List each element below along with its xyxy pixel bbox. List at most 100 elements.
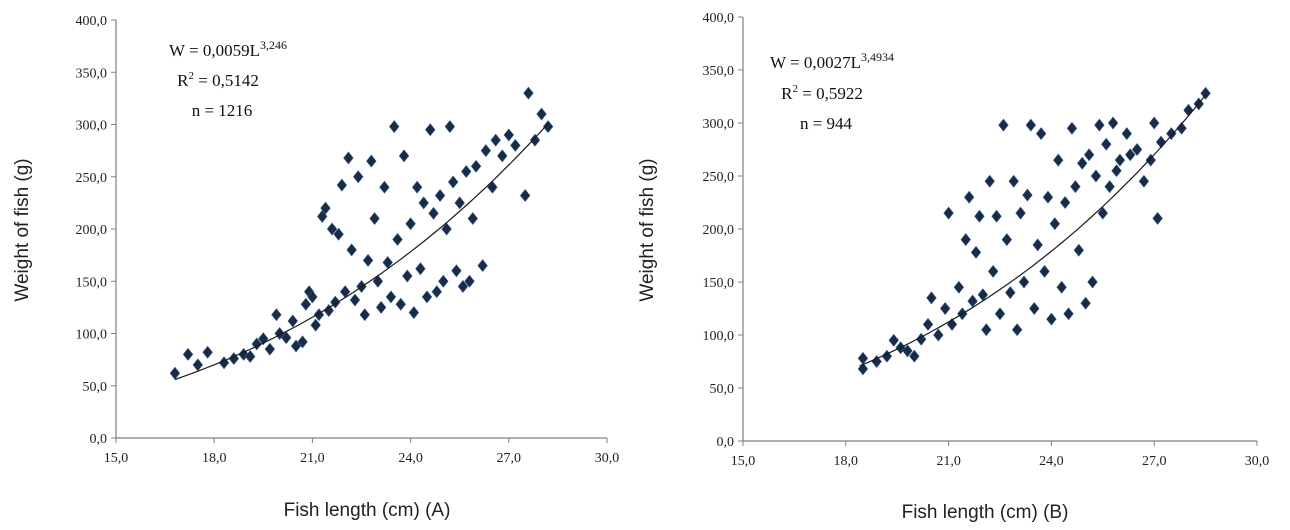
data-point [415,262,426,276]
data-point [398,149,410,163]
x-tick-label: 21,0 [300,451,325,466]
data-point [470,159,482,173]
data-point [1056,280,1067,294]
data-point [888,333,899,347]
data-point [1101,137,1112,151]
data-point [902,344,913,358]
y-tick-label: 250,0 [76,171,108,186]
data-point [1015,206,1026,220]
data-point [457,279,469,293]
data-point [1145,153,1156,167]
y-tick-label: 350,0 [703,64,735,79]
x-axis-label: Fish length (cm) (A) [284,500,451,521]
data-point [447,175,459,189]
equation-annotation: W = 0,0027L3,4934 [770,50,894,72]
chart-a: 0,0 50,0 100,0 150,0 200,0 250,0 300,0 350,0 400… [12,14,619,521]
data-point [1104,180,1115,194]
data-point [402,269,413,283]
data-point [245,350,256,363]
data-point [182,347,194,361]
x-tick-label: 30,0 [1245,454,1270,469]
data-point [881,349,893,363]
data-point [523,86,534,100]
data-point [434,189,446,203]
data-point [366,154,377,168]
data-point [395,297,406,311]
y-tick-label: 100,0 [76,328,108,343]
y-tick-label: 350,0 [76,66,108,81]
data-point [408,306,420,320]
data-point [353,170,364,184]
data-point [857,362,869,376]
data-point [926,291,937,305]
r-squared-value: = 0,5922 [798,84,863,103]
data-point [1022,188,1033,202]
data-point [379,180,390,194]
data-point [963,190,975,204]
data-point [461,165,472,179]
x-tick-label: 15,0 [731,454,756,469]
data-point [953,280,965,294]
data-point [405,217,416,231]
x-tick-label: 21,0 [936,454,961,469]
data-point [1138,174,1150,188]
data-point [467,212,478,226]
data-point [536,107,547,121]
x-tick-label: 27,0 [1142,454,1167,469]
data-point [497,149,508,163]
data-point [1046,312,1057,326]
data-point [372,274,384,288]
x-tick-label: 30,0 [595,451,620,466]
x-tick-label: 24,0 [398,451,423,466]
data-point [984,174,995,188]
r-squared-value: = 0,5142 [194,71,259,90]
trend-line [174,123,549,381]
data-point [310,318,321,332]
data-point [943,206,954,220]
data-point [939,302,951,315]
data-point [1042,190,1054,204]
y-tick-label: 100,0 [703,329,735,344]
data-point [336,178,348,192]
data-point [1059,196,1071,209]
data-point [991,209,1002,223]
data-point [1025,118,1037,132]
data-point [490,133,501,147]
y-tick-label: 150,0 [703,276,735,291]
data-point [1039,264,1050,278]
data-point [251,337,262,351]
data-point [1001,233,1013,247]
data-point [922,317,934,331]
data-point [1029,302,1040,315]
data-point [1125,148,1136,162]
data-point [1005,286,1016,300]
data-point [487,180,498,194]
data-point [916,332,927,346]
x-tick-label: 27,0 [497,451,522,466]
data-point [300,297,312,311]
equation-base: W = 0,0027L [770,53,861,72]
data-point [1111,164,1122,178]
data-point [320,201,331,215]
data-point [441,222,452,236]
data-point [313,308,325,322]
data-point [418,196,429,210]
data-point [1073,243,1084,257]
x-tick-label: 15,0 [104,451,129,466]
data-point [392,232,403,246]
data-point [281,331,292,345]
data-point [987,264,999,278]
data-point [994,307,1006,321]
r-squared-annotation: R2 = 0,5922 [781,83,863,103]
data-point [1053,153,1064,167]
sample-size-annotation: n = 944 [800,114,853,133]
data-point [1083,148,1095,162]
data-point [480,144,492,158]
data-point [192,358,204,372]
data-point [271,308,282,322]
data-point [1149,116,1160,130]
data-point [258,332,269,346]
data-point [369,212,380,226]
data-point [519,189,531,203]
data-point [974,209,985,223]
